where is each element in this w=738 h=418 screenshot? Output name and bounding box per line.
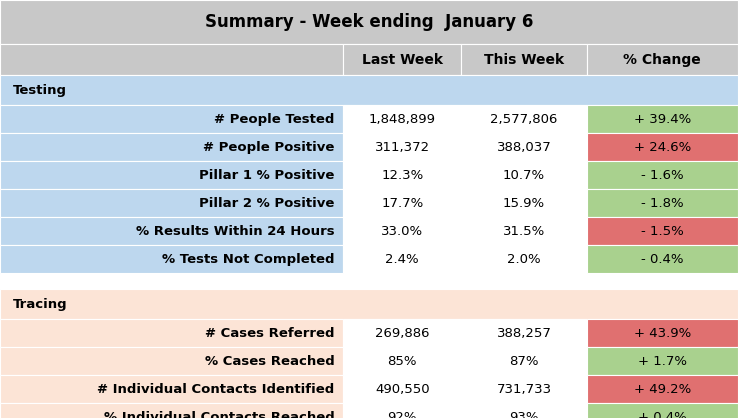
Text: 731,733: 731,733 (497, 383, 551, 396)
Bar (343, 319, 461, 347)
Text: 269,886: 269,886 (375, 327, 430, 340)
Bar (587, 189, 738, 217)
Bar (587, 105, 738, 133)
Bar (587, 347, 738, 375)
Text: 93%: 93% (509, 411, 539, 418)
Text: Pillar 2 % Positive: Pillar 2 % Positive (199, 197, 334, 210)
Text: 31.5%: 31.5% (503, 225, 545, 238)
Text: 388,257: 388,257 (497, 327, 551, 340)
Bar (461, 245, 587, 273)
Bar (343, 44, 461, 75)
Text: - 0.4%: - 0.4% (641, 253, 683, 266)
Bar (461, 347, 587, 375)
Bar (0, 133, 343, 161)
Text: 92%: 92% (387, 411, 417, 418)
Bar (587, 245, 738, 273)
Bar (0, 403, 343, 418)
Bar (587, 217, 738, 245)
Text: # Individual Contacts Identified: # Individual Contacts Identified (97, 383, 334, 396)
Bar (343, 245, 461, 273)
Bar (461, 403, 587, 418)
Text: 15.9%: 15.9% (503, 197, 545, 210)
Bar (461, 44, 587, 75)
Bar (343, 347, 461, 375)
Bar (587, 133, 738, 161)
Text: Testing: Testing (13, 84, 67, 97)
Text: # People Positive: # People Positive (203, 141, 334, 154)
Text: + 43.9%: + 43.9% (634, 327, 691, 340)
Text: - 1.6%: - 1.6% (641, 169, 683, 182)
Text: - 1.5%: - 1.5% (641, 225, 683, 238)
Text: % Individual Contacts Reached: % Individual Contacts Reached (103, 411, 334, 418)
Text: 2.0%: 2.0% (507, 253, 541, 266)
Bar (461, 217, 587, 245)
Text: 33.0%: 33.0% (381, 225, 424, 238)
Bar (0, 161, 343, 189)
Text: # Cases Referred: # Cases Referred (205, 327, 334, 340)
Text: - 1.8%: - 1.8% (641, 197, 683, 210)
Bar (0, 245, 343, 273)
Text: + 1.7%: + 1.7% (638, 355, 687, 368)
Text: 12.3%: 12.3% (381, 169, 424, 182)
Bar (461, 133, 587, 161)
Text: % Tests Not Completed: % Tests Not Completed (162, 253, 334, 266)
Text: + 39.4%: + 39.4% (634, 113, 691, 126)
Text: 2.4%: 2.4% (385, 253, 419, 266)
Bar (461, 375, 587, 403)
Text: Pillar 1 % Positive: Pillar 1 % Positive (199, 169, 334, 182)
Bar (587, 403, 738, 418)
Bar (461, 319, 587, 347)
Bar (343, 375, 461, 403)
Text: + 49.2%: + 49.2% (634, 383, 691, 396)
Text: % Results Within 24 Hours: % Results Within 24 Hours (136, 225, 334, 238)
Text: + 0.4%: + 0.4% (638, 411, 687, 418)
Bar (0, 105, 343, 133)
Text: 85%: 85% (387, 355, 417, 368)
Bar (0, 289, 738, 319)
Text: Summary - Week ending  January 6: Summary - Week ending January 6 (205, 13, 533, 31)
Bar (343, 161, 461, 189)
Bar (587, 161, 738, 189)
Text: 87%: 87% (509, 355, 539, 368)
Text: # People Tested: # People Tested (214, 113, 334, 126)
Bar (461, 189, 587, 217)
Bar (343, 403, 461, 418)
Bar (0, 44, 343, 75)
Bar (0, 347, 343, 375)
Bar (461, 161, 587, 189)
Bar (343, 217, 461, 245)
Text: % Cases Reached: % Cases Reached (204, 355, 334, 368)
Text: 490,550: 490,550 (375, 383, 430, 396)
Bar (343, 189, 461, 217)
Text: 10.7%: 10.7% (503, 169, 545, 182)
Bar (0, 0, 738, 44)
Bar (0, 375, 343, 403)
Text: Tracing: Tracing (13, 298, 68, 311)
Bar (0, 217, 343, 245)
Bar (461, 105, 587, 133)
Bar (0, 75, 738, 105)
Text: Last Week: Last Week (362, 53, 443, 66)
Bar (587, 44, 738, 75)
Bar (587, 319, 738, 347)
Bar (343, 133, 461, 161)
Bar (0, 189, 343, 217)
Text: This Week: This Week (484, 53, 564, 66)
Text: 2,577,806: 2,577,806 (490, 113, 558, 126)
Text: % Change: % Change (624, 53, 701, 66)
Bar (343, 105, 461, 133)
Text: 1,848,899: 1,848,899 (369, 113, 435, 126)
Bar (0, 319, 343, 347)
Text: 311,372: 311,372 (375, 141, 430, 154)
Text: 17.7%: 17.7% (381, 197, 424, 210)
Text: 388,037: 388,037 (497, 141, 551, 154)
Text: + 24.6%: + 24.6% (634, 141, 691, 154)
Bar (587, 375, 738, 403)
